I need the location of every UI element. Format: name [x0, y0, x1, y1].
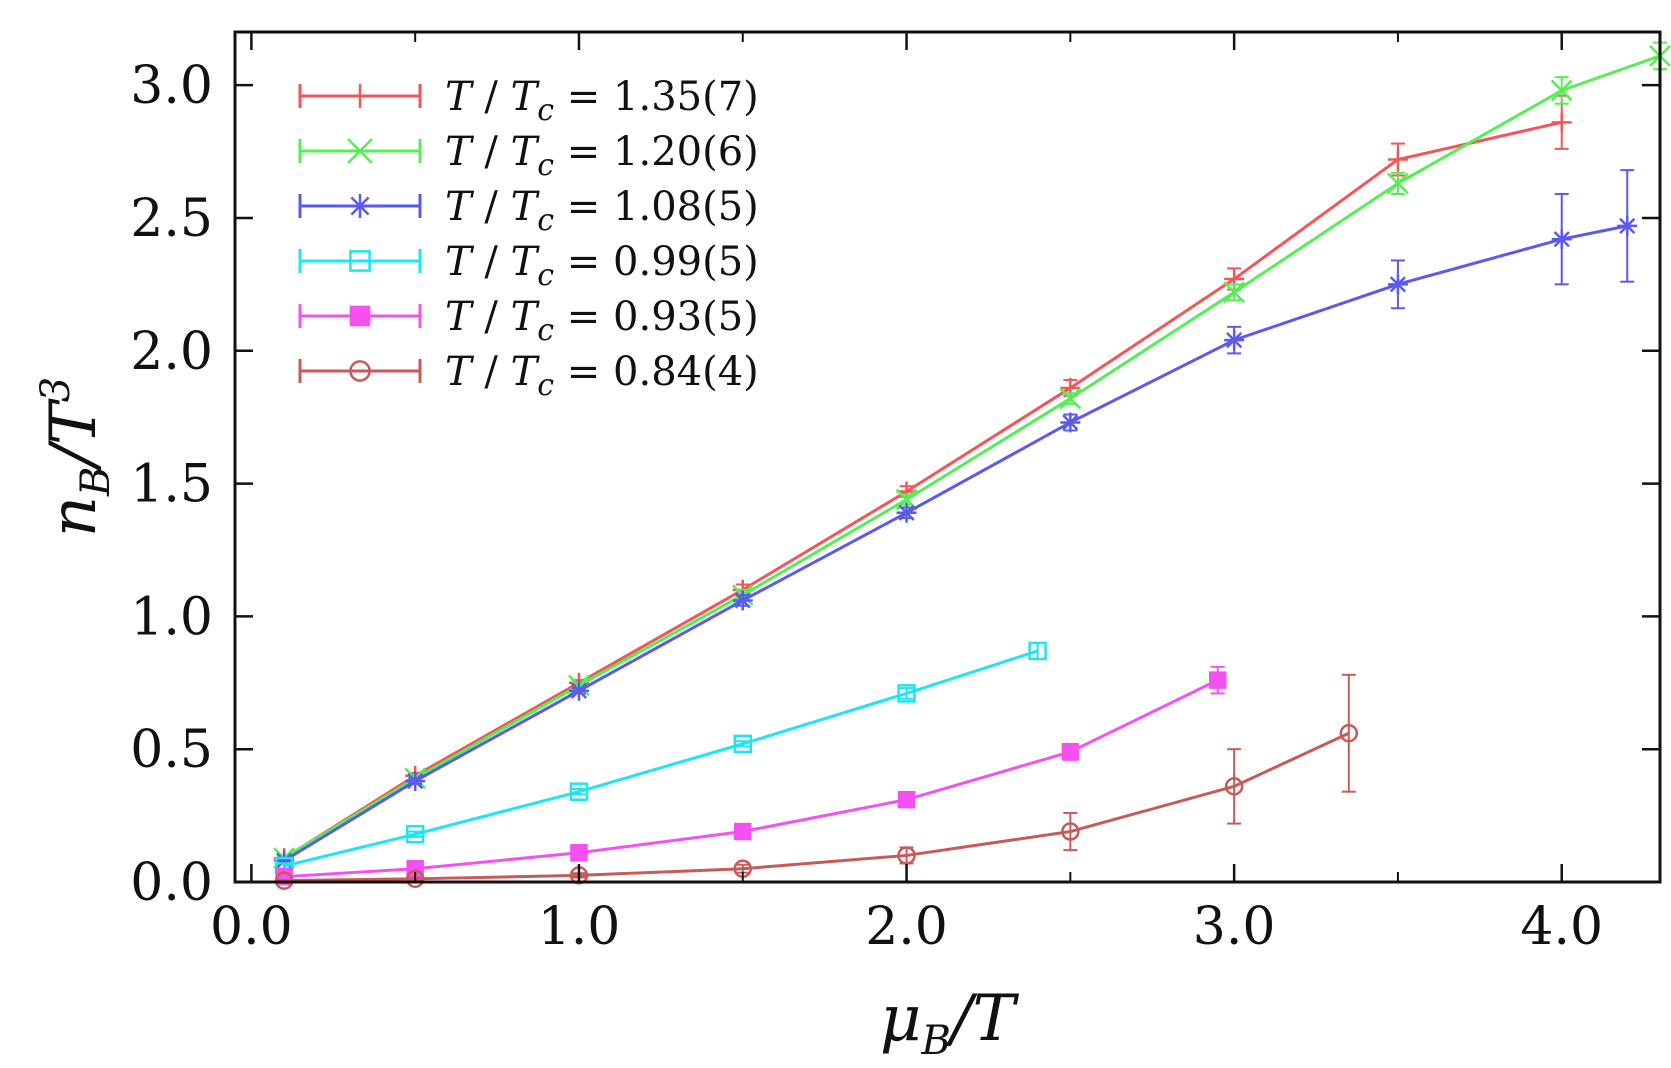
legend-item: T / Tc = 1.20(6) — [298, 129, 759, 183]
legend-label: T / Tc = 0.99(5) — [445, 239, 759, 293]
data-point — [1060, 412, 1081, 433]
x-tick-label: 2.0 — [865, 897, 948, 957]
data-point — [1028, 641, 1047, 661]
legend-label: T / Tc = 0.84(4) — [445, 349, 759, 403]
y-tick-label: 0.5 — [130, 720, 213, 780]
error-bar — [1227, 748, 1242, 825]
error-bar — [1341, 673, 1356, 793]
series-layer — [273, 41, 1671, 890]
series-line — [284, 678, 1219, 879]
legend-item: T / Tc = 0.99(5) — [298, 239, 759, 293]
legend-label: T / Tc = 1.20(6) — [445, 129, 759, 183]
data-point — [1339, 724, 1359, 743]
data-point — [897, 846, 916, 865]
data-point — [1387, 149, 1408, 170]
data-point — [1550, 79, 1573, 102]
legend-marker — [348, 84, 372, 108]
error-bar — [735, 740, 750, 748]
y-tick-label: 1.0 — [130, 587, 213, 647]
data-point — [1224, 330, 1245, 351]
error-bar — [571, 788, 586, 796]
x-tick-label: 0.0 — [210, 897, 293, 957]
legend-marker — [348, 194, 372, 218]
data-point — [897, 684, 916, 703]
ticks-layer: 0.0 1.0 2.0 3.0 4.0 0.0 0.5 1.0 1.5 2.0 2.5 3.0 — [130, 32, 1660, 957]
legend-label: T / Tc = 1.35(7) — [445, 74, 759, 128]
data-point — [569, 782, 589, 801]
y-tick-label: 2.0 — [130, 322, 213, 382]
series-5 — [274, 673, 1359, 890]
x-tick-label: 3.0 — [1193, 897, 1276, 957]
data-point — [732, 590, 753, 611]
x-axis-label-sub: B — [920, 1018, 950, 1064]
legend-marker — [349, 305, 371, 327]
data-point — [570, 844, 588, 862]
legend-item: T / Tc = 1.35(7) — [298, 74, 759, 128]
data-point — [1387, 274, 1408, 295]
y-axis-label: nB/T3 — [33, 377, 119, 537]
x-axis-label-main: μ — [880, 982, 922, 1056]
series-2 — [274, 169, 1638, 871]
data-point — [896, 502, 917, 523]
y-axis-label-rest: /T — [37, 398, 111, 473]
series-4 — [275, 665, 1227, 886]
legend: T / Tc = 1.35(7)T / Tc = 1.20(6)T / Tc =… — [298, 74, 759, 403]
legend-item: T / Tc = 0.84(4) — [298, 349, 759, 403]
error-bar — [408, 830, 423, 838]
data-point — [1223, 281, 1246, 304]
legend-marker — [349, 250, 371, 272]
error-bar — [899, 687, 914, 700]
x-tick-label: 1.0 — [538, 897, 621, 957]
legend-marker — [347, 138, 373, 164]
legend-item: T / Tc = 0.93(5) — [298, 294, 759, 348]
data-point — [405, 824, 425, 844]
x-tick-label: 4.0 — [1520, 897, 1603, 957]
data-point — [405, 869, 425, 889]
series-line — [284, 731, 1350, 883]
series-3 — [274, 641, 1047, 876]
data-point — [1224, 777, 1244, 796]
series-line — [283, 224, 1628, 863]
y-tick-label: 2.5 — [130, 189, 213, 249]
y-tick-label: 1.5 — [130, 455, 213, 515]
data-point — [1061, 822, 1080, 841]
error-bar — [1030, 641, 1045, 660]
legend-label: T / Tc = 1.08(5) — [445, 184, 759, 238]
series-line — [283, 54, 1661, 860]
y-axis-label-sub: B — [73, 467, 119, 497]
error-bar — [1063, 811, 1078, 852]
data-point — [1551, 229, 1572, 250]
data-point — [1387, 172, 1409, 195]
data-point — [1617, 215, 1638, 236]
y-tick-label: 3.0 — [130, 56, 213, 116]
data-point — [568, 680, 589, 701]
y-axis-label-main: n — [37, 496, 111, 537]
x-axis-label-rest: /T — [945, 982, 1020, 1056]
data-point — [1059, 387, 1082, 410]
data-point — [405, 771, 426, 792]
data-point — [1551, 112, 1572, 133]
data-point — [1209, 671, 1227, 689]
legend-marker — [349, 360, 371, 382]
legend-item: T / Tc = 1.08(5) — [298, 184, 759, 238]
plot-frame — [233, 30, 1662, 884]
x-axis-label: μB/T — [880, 982, 1020, 1064]
series-line — [283, 649, 1039, 868]
data-point — [733, 734, 753, 754]
data-point — [1061, 743, 1080, 761]
data-point — [734, 822, 752, 841]
legend-label: T / Tc = 0.93(5) — [445, 294, 759, 348]
y-tick-label: 0.0 — [130, 853, 213, 913]
y-axis-label-sup: 3 — [33, 377, 79, 402]
data-point — [897, 790, 916, 809]
